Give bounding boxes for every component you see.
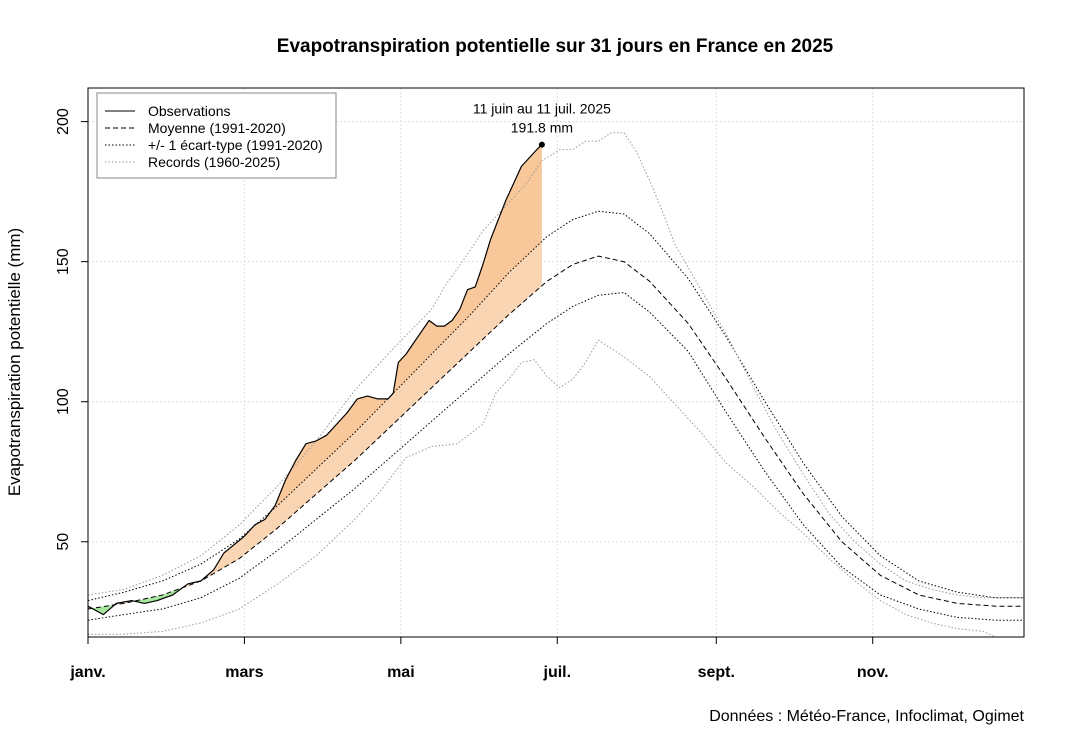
series-line-1: [87, 210, 1024, 602]
chart-title: Evapotranspiration potentielle sur 31 jo…: [277, 36, 834, 57]
x-tick-label-nov.: nov.: [857, 664, 889, 681]
legend-box: [96, 92, 337, 179]
y-tick-label-100: 100: [55, 388, 72, 415]
y-axis-label: Evapotranspiration potentielle (mm): [5, 228, 24, 496]
x-axis: janv. mars mai juil. sept. nov.: [69, 636, 889, 681]
series-line-3: [87, 132, 1024, 599]
series-line-2: [87, 292, 1024, 621]
x-tick-label-mai: mai: [387, 664, 415, 681]
legend-item-stddev: +/- 1 écart-type (1991-2020): [148, 137, 323, 153]
anomaly-fills: [88, 144, 542, 615]
x-tick-label-juil.: juil.: [543, 664, 572, 681]
x-tick-label-mars: mars: [225, 664, 263, 681]
y-tick-label-50: 50: [55, 533, 72, 551]
series-line-5: [87, 144, 543, 616]
legend-item-observations: Observations: [148, 103, 230, 119]
x-tick-label-janv.: janv.: [69, 664, 105, 681]
fill-above-mean: [88, 144, 542, 609]
peak-annotation: 11 juin au 11 juil. 2025 191.8 mm: [473, 101, 611, 148]
data-source: Données : Météo-France, Infoclimat, Ogim…: [709, 708, 1024, 725]
series-line-4: [88, 339, 1024, 638]
series-lines: [87, 132, 1024, 638]
y-tick-label-150: 150: [55, 248, 72, 275]
y-tick-label-200: 200: [55, 108, 72, 135]
legend-item-mean: Moyenne (1991-2020): [148, 120, 286, 136]
x-tick-label-sept.: sept.: [698, 664, 735, 681]
y-axis: 50 100 150 200: [55, 108, 89, 551]
annotation-period: 11 juin au 11 juil. 2025: [473, 101, 611, 117]
legend-item-records: Records (1960-2025): [148, 154, 280, 170]
peak-point: [538, 141, 545, 148]
legend: Observations Moyenne (1991-2020) +/- 1 é…: [96, 92, 337, 179]
annotation-value: 191.8 mm: [511, 120, 573, 136]
series-line-0: [87, 255, 1024, 610]
